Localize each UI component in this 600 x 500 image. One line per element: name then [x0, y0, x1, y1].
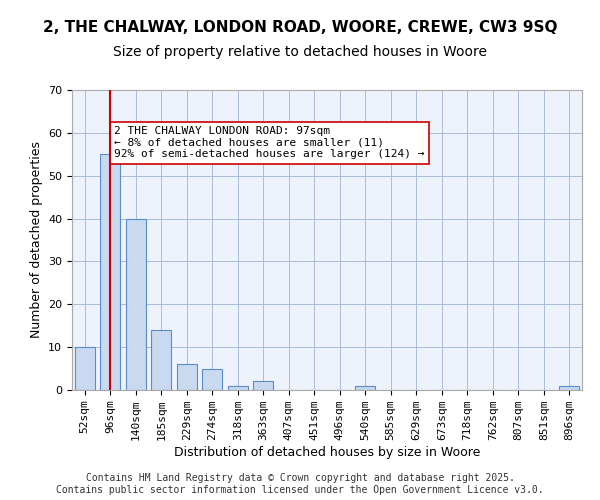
Y-axis label: Number of detached properties: Number of detached properties [29, 142, 43, 338]
Text: 2, THE CHALWAY, LONDON ROAD, WOORE, CREWE, CW3 9SQ: 2, THE CHALWAY, LONDON ROAD, WOORE, CREW… [43, 20, 557, 35]
X-axis label: Distribution of detached houses by size in Woore: Distribution of detached houses by size … [174, 446, 480, 459]
Text: Contains HM Land Registry data © Crown copyright and database right 2025.
Contai: Contains HM Land Registry data © Crown c… [56, 474, 544, 495]
Bar [559, 386, 580, 390]
Bar [151, 330, 172, 390]
Bar [355, 386, 376, 390]
Text: 2 THE CHALWAY LONDON ROAD: 97sqm
← 8% of detached houses are smaller (11)
92% of: 2 THE CHALWAY LONDON ROAD: 97sqm ← 8% of… [114, 126, 425, 159]
Bar [176, 364, 197, 390]
Bar [74, 347, 95, 390]
Bar [125, 218, 146, 390]
Bar [202, 368, 223, 390]
Bar [100, 154, 121, 390]
Text: Size of property relative to detached houses in Woore: Size of property relative to detached ho… [113, 45, 487, 59]
Bar [227, 386, 248, 390]
Bar [253, 382, 274, 390]
